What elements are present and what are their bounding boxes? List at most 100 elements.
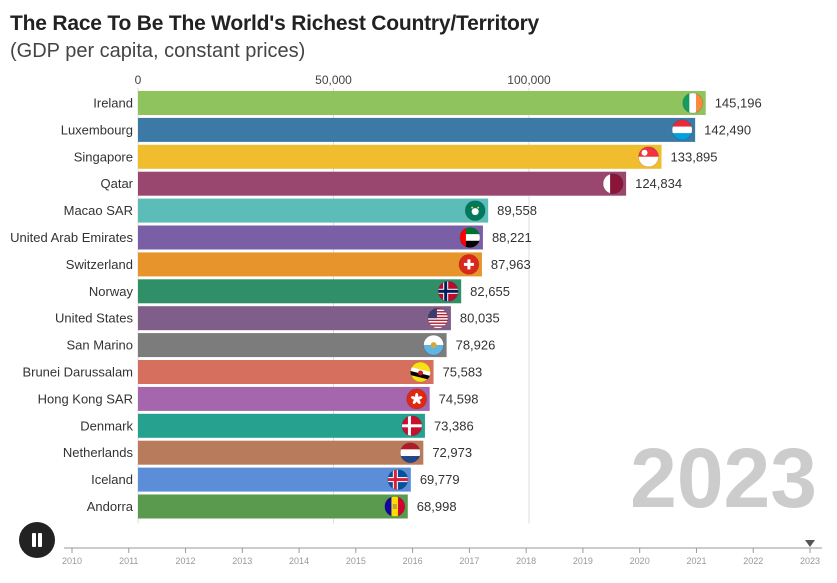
value-label: 68,998 [417,499,457,514]
value-label: 88,221 [492,230,532,245]
luxembourg-flag-icon [671,119,693,141]
value-label: 124,834 [635,176,682,191]
current-year-watermark: 2023 [630,431,817,525]
united-states-flag-icon [427,307,449,329]
bar-row: Denmark 73,386 [80,413,474,438]
category-label: Hong Kong SAR [38,391,133,406]
bar-row: Switzerland 87,963 [66,252,531,277]
bar-row: Ireland 145,196 [93,91,762,115]
bar-row: Andorra 68,998 [87,494,457,519]
brunei-flag-icon [410,361,431,383]
bar-row: Singapore 133,895 [74,144,718,169]
iceland-flag-icon [387,469,409,491]
category-label: Macao SAR [64,203,133,218]
timeline-year-label: 2013 [232,556,252,566]
category-label: Netherlands [63,445,134,460]
bars-layer: Ireland 145,196 Luxembourg 142,490 Singapore… [10,91,762,519]
timeline-year-label: 2011 [119,556,138,566]
norway-flag-icon [437,280,459,302]
category-label: Norway [89,284,134,299]
chart-subtitle: (GDP per capita, constant prices) [10,40,306,62]
timeline-year-label: 2010 [62,556,82,566]
category-label: Switzerland [66,257,133,272]
value-label: 89,558 [497,203,537,218]
timeline-handle[interactable] [805,540,815,547]
category-label: United States [55,311,134,326]
value-label: 145,196 [715,96,762,111]
category-label: Iceland [91,472,133,487]
timeline-year-label: 2017 [459,556,479,566]
value-label: 78,926 [456,338,496,353]
bar-row: Macao SAR 89,558 [64,198,537,223]
andorra-flag-icon [384,496,406,517]
bar [138,252,482,277]
pause-button[interactable] [19,522,55,558]
value-label: 75,583 [443,365,483,380]
year-watermark-layer: 2023 [630,431,817,525]
bar [138,306,451,331]
timeline-layer: 2010 2011 2012 2013 2014 2015 2016 2017 2018 2019… [62,540,822,566]
bar [138,279,462,304]
denmark-flag-icon [401,415,423,437]
category-label: United Arab Emirates [10,230,133,245]
value-label: 72,973 [432,445,472,460]
timeline-year-label: 2016 [403,556,423,566]
value-label: 142,490 [704,122,751,137]
x-tick-label: 0 [135,73,142,87]
bar-row: Iceland 69,779 [91,467,460,492]
category-label: Qatar [100,176,133,191]
macao-flag-icon [464,200,486,222]
category-label: Singapore [74,149,133,164]
bar-row: Luxembourg 142,490 [61,117,751,142]
x-tick-label: 100,000 [507,73,551,87]
bar-row: Qatar 124,834 [100,171,682,196]
timeline-year-label: 2021 [686,556,706,566]
timeline-year-label: 2020 [630,556,650,566]
value-label: 82,655 [470,284,510,299]
pause-icon [32,533,36,547]
uae-flag-icon [459,227,481,248]
bar [138,198,489,223]
bar [138,117,696,142]
bar [138,360,434,384]
bar [138,467,411,492]
bar [138,91,706,115]
timeline-year-label: 2012 [176,556,196,566]
category-label: Andorra [87,499,134,514]
bar-row: Hong Kong SAR 74,598 [38,386,479,411]
bar [138,225,483,250]
bar [138,171,627,196]
chart-title: The Race To Be The World's Richest Count… [10,12,540,35]
value-label: 69,779 [420,472,460,487]
timeline-year-label: 2019 [573,556,593,566]
category-label: San Marino [67,338,133,353]
bar-row: Norway 82,655 [89,279,510,304]
san-marino-flag-icon [423,334,445,356]
bar [138,333,447,358]
switzerland-flag-icon [458,253,480,275]
qatar-flag-icon [602,173,624,195]
bar [138,494,408,519]
bar-row: United States 80,035 [55,306,500,331]
timeline-year-label: 2014 [289,556,309,566]
bar [138,144,662,169]
value-label: 133,895 [671,149,718,164]
bar-row: Brunei Darussalam 75,583 [22,360,482,384]
bar [138,386,430,411]
singapore-flag-icon [638,146,659,168]
bar-row: United Arab Emirates 88,221 [10,225,532,250]
bar-row: Netherlands 72,973 [63,440,472,465]
category-label: Brunei Darussalam [22,365,133,380]
timeline-year-label: 2022 [743,556,763,566]
value-label: 74,598 [439,391,479,406]
hong-kong-flag-icon [406,388,428,410]
category-label: Ireland [93,96,133,111]
category-label: Denmark [80,418,133,433]
value-label: 87,963 [491,257,531,272]
value-label: 80,035 [460,311,500,326]
bar-row: San Marino 78,926 [67,333,496,358]
bar [138,440,424,465]
x-tick-label: 50,000 [315,73,352,87]
netherlands-flag-icon [399,442,421,464]
